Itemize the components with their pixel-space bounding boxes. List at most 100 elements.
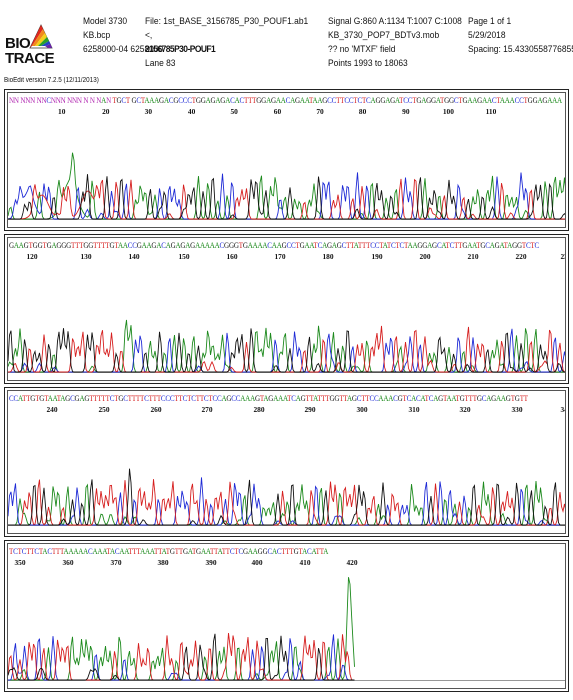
base-letter: G [417, 240, 423, 250]
base-letter: A [467, 240, 473, 250]
base-letter: C [235, 393, 241, 403]
base-letter: A [92, 546, 98, 556]
base-letter: G [476, 393, 482, 403]
base-letter: A [240, 393, 246, 403]
base-letter: A [407, 240, 413, 250]
base-letter: A [489, 240, 495, 250]
base-letter: A [304, 240, 310, 250]
base-letter: G [118, 393, 124, 403]
base-letter: C [525, 240, 531, 250]
base-letter: A [278, 393, 283, 403]
base-letter: T [523, 393, 528, 403]
base-letter: T [379, 240, 383, 250]
header-col-page: Page 1 of 1 5/29/2018 Spacing: 15.433055… [468, 14, 573, 56]
base-letter: A [385, 95, 391, 105]
base-letter: C [212, 393, 218, 403]
base-letter: T [458, 95, 463, 105]
base-letter: T [148, 393, 153, 403]
base-letter: T [93, 393, 98, 403]
position-tick-label: 240 [46, 405, 58, 414]
base-letter: T [412, 95, 417, 105]
base-letter: G [459, 393, 465, 403]
base-letter: T [510, 393, 515, 403]
base-letter: G [262, 546, 268, 556]
position-tick-label: 190 [371, 252, 383, 261]
base-letter: C [286, 240, 291, 250]
base-letter: A [504, 95, 510, 105]
base-letter: T [287, 393, 292, 403]
base-letter: A [51, 240, 57, 250]
base-letter: A [154, 95, 160, 105]
base-letter: A [313, 393, 318, 403]
base-letter: C [285, 95, 291, 105]
base-letter: A [472, 95, 478, 105]
base-letter: C [374, 240, 380, 250]
trace-line-a [8, 481, 565, 526]
base-letter: G [532, 95, 538, 105]
base-letter: C [109, 393, 115, 403]
base-letter: T [455, 393, 460, 403]
base-letter: A [205, 95, 211, 105]
base-letter: G [334, 393, 340, 403]
base-letter: A [141, 240, 147, 250]
base-letter: A [78, 546, 84, 556]
base-letter: A [290, 95, 296, 105]
base-letter: T [17, 546, 22, 556]
base-letter: T [238, 240, 243, 250]
base-letter: A [149, 546, 154, 556]
base-letter: A [295, 393, 301, 403]
base-letter: T [158, 546, 162, 556]
base-letter: A [144, 95, 150, 105]
base-letter: G [516, 240, 522, 250]
base-letter: G [449, 95, 454, 105]
bcp-file-text: KB.bcp [83, 29, 111, 40]
base-letter: G [131, 95, 137, 105]
base-letter: C [393, 393, 398, 403]
base-letter: A [486, 393, 492, 403]
base-letter: A [302, 546, 307, 556]
base-letter: G [254, 393, 260, 403]
base-letter: A [547, 95, 553, 105]
base-letter: G [182, 546, 188, 556]
base-letter: A [395, 95, 400, 105]
base-letter: T [313, 240, 318, 250]
base-letter: A [144, 546, 150, 556]
base-letter: T [152, 393, 157, 403]
base-letter: T [340, 95, 345, 105]
base-letter: C [436, 240, 442, 250]
base-letter: T [105, 240, 110, 250]
base-letter: A [312, 95, 318, 105]
base-letter: N [72, 95, 77, 105]
base-letter: C [390, 240, 396, 250]
mtxf-text: ?? no 'MTXF' field [328, 43, 396, 54]
base-letter: T [308, 95, 313, 105]
position-tick-label: 270 [201, 405, 213, 414]
base-letter: G [300, 393, 306, 403]
base-letter: T [128, 546, 133, 556]
base-letter: A [185, 240, 191, 250]
base-letter: T [42, 240, 47, 250]
base-letter: C [191, 393, 196, 403]
base-letter: T [135, 393, 141, 403]
base-letter: T [295, 240, 300, 250]
base-letter: C [369, 393, 374, 403]
base-letter: C [21, 546, 27, 556]
base-letter: G [426, 95, 432, 105]
base-letter: A [420, 393, 425, 403]
base-letter: C [136, 95, 141, 105]
base-letter: A [309, 240, 314, 250]
base-letter: G [56, 240, 62, 250]
base-letter: T [44, 393, 48, 403]
base-letter: A [63, 546, 69, 556]
base-letter: C [231, 393, 236, 403]
base-letter: C [47, 546, 52, 556]
base-letter: T [305, 393, 310, 403]
base-letter: T [156, 393, 161, 403]
base-letter: T [101, 240, 106, 250]
base-letter: A [199, 240, 205, 250]
base-letter: T [361, 240, 367, 250]
signal-text: Signal G:860 A:1134 T:1007 C:1008 [328, 15, 462, 26]
position-tick-label: 310 [408, 405, 420, 414]
position-tick-label: 180 [322, 252, 334, 261]
base-letter: A [122, 240, 128, 250]
